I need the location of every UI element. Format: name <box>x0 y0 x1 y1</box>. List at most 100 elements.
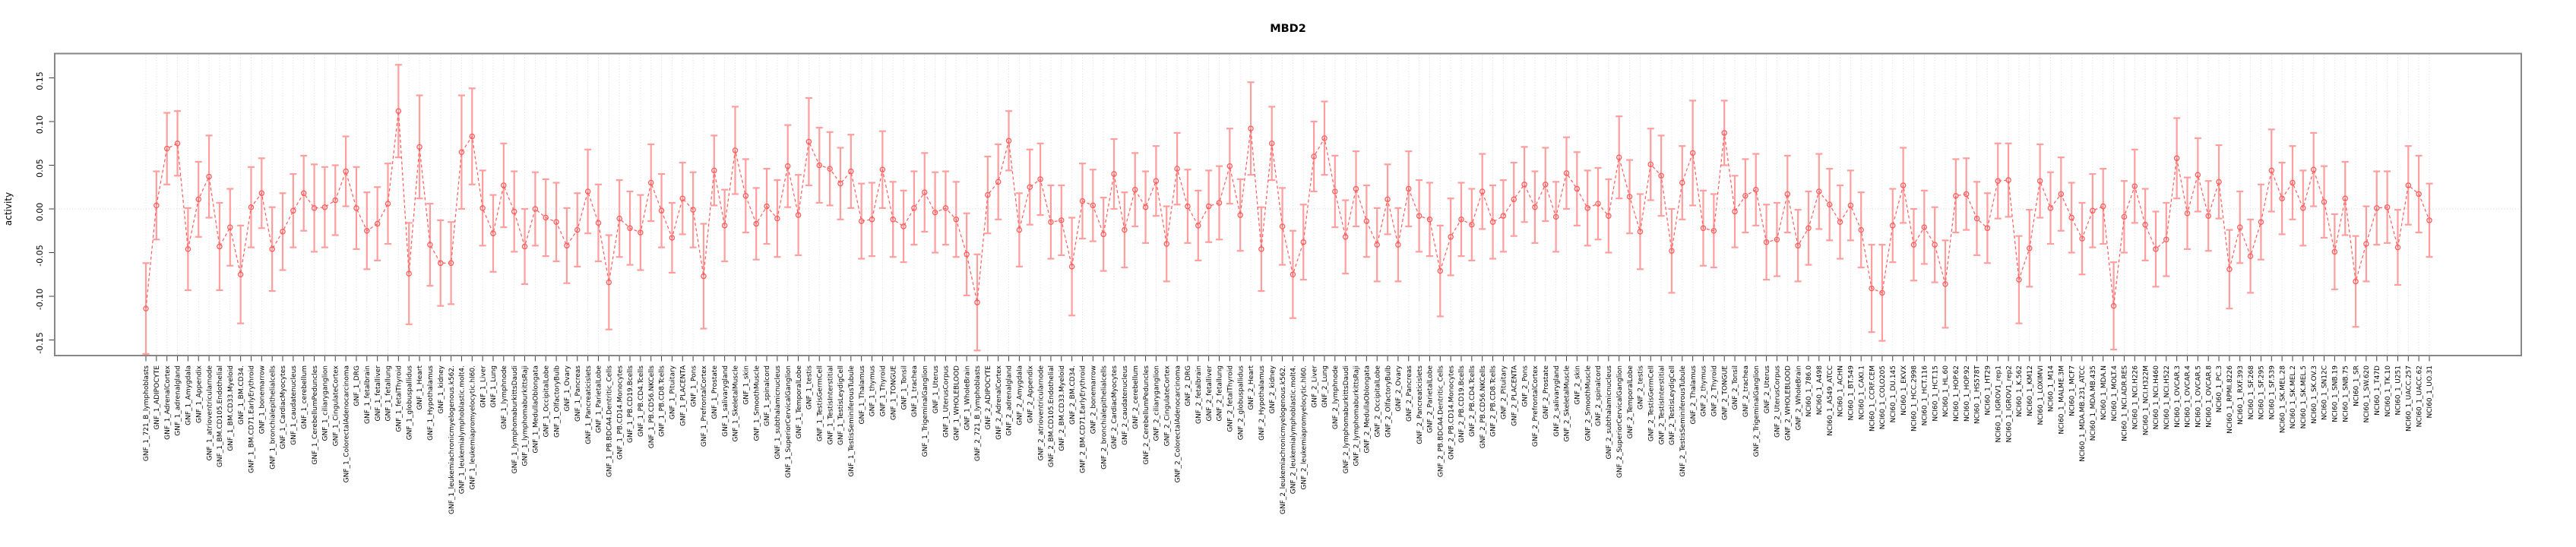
data-point <box>1216 200 1223 206</box>
data-point <box>942 205 949 211</box>
x-tick-label: GNF_1_lymphomaburkittsDaudi <box>511 365 519 473</box>
x-tick-label: GNF_2_fetalThyroid <box>1227 365 1235 432</box>
x-tick-label: GNF_1_skin <box>743 365 751 405</box>
data-point <box>1090 202 1097 209</box>
data-point <box>1910 242 1917 248</box>
data-point <box>416 144 422 150</box>
data-point <box>1448 234 1454 240</box>
data-point <box>300 190 307 197</box>
x-tick-label: NCI60_1_T47D <box>2374 365 2381 416</box>
x-tick-label: NCI60_1_SF.295 <box>2258 365 2266 419</box>
x-tick-label: GNF_1_ParietalLobe <box>596 365 603 434</box>
data-point <box>1290 271 1296 277</box>
data-point <box>2195 172 2201 178</box>
x-tick-label: GNF_1_Uterus <box>932 365 940 414</box>
x-tick-label: GNF_1_WholeBrain <box>964 365 971 430</box>
x-tick-label: NCI60_1_786.0 <box>1805 365 1813 417</box>
x-tick-label: GNF_1_OlfactoryBulb <box>553 365 561 438</box>
data-point <box>385 201 391 207</box>
x-tick-label: GNF_2_Heart <box>1248 365 1255 410</box>
x-tick-label: NCI60_1_SW.620 <box>2363 365 2371 423</box>
data-point <box>1205 203 1212 210</box>
data-point <box>1059 217 1065 223</box>
x-tick-label: NCI60_1_NCI.H226 <box>2131 365 2139 430</box>
x-tick-label: GNF_1_PrefrontalCortex <box>701 365 708 447</box>
data-point <box>143 305 149 311</box>
data-point <box>616 215 622 222</box>
data-point <box>1005 138 1012 144</box>
data-point <box>2110 302 2117 309</box>
data-point <box>2068 214 2074 221</box>
data-point <box>2027 245 2033 251</box>
x-tick-label: GNF_2_SuperiorCervicalGanglion <box>1616 365 1624 478</box>
x-tick-label: NCI60_1_UACC.62 <box>2416 365 2423 427</box>
data-point <box>395 108 402 114</box>
data-point <box>206 173 212 180</box>
data-point <box>2426 217 2432 223</box>
data-point <box>2005 177 2011 183</box>
data-point <box>280 229 286 235</box>
x-tick-label: GNF_1_CardiacMyocytes <box>280 365 287 450</box>
data-point <box>311 205 318 211</box>
x-tick-label: GNF_2_spinalcord <box>1595 365 1603 426</box>
data-point <box>2236 224 2243 230</box>
data-point <box>1131 186 1138 193</box>
x-tick-label: GNF_2_CerebellumPeduncles <box>1143 365 1150 465</box>
data-point <box>1942 281 1948 287</box>
x-tick-label: NCI60_1_A549_ATCC <box>1827 365 1834 436</box>
x-tick-label: GNF_1_BM.CD33.Myeloid <box>227 365 235 451</box>
data-point <box>837 180 843 187</box>
x-tick-label: NCI60_1_UO.31 <box>2426 365 2434 418</box>
x-tick-label: GNF_1_TrigeminalGanglion <box>922 365 929 457</box>
data-point <box>595 220 602 226</box>
data-point <box>669 235 676 241</box>
data-point <box>1406 185 1412 192</box>
data-point <box>153 202 160 209</box>
data-point <box>321 204 328 210</box>
x-tick-label: GNF_2_SkeletalMuscle <box>1564 365 1571 442</box>
data-point <box>1016 226 1023 233</box>
data-point <box>1742 192 1748 199</box>
plot-border <box>54 52 2522 356</box>
data-point <box>1752 186 1759 193</box>
x-tick-label: GNF_2_Tonsil <box>1732 365 1739 409</box>
data-point <box>911 205 917 211</box>
x-tick-label: GNF_1_MedullaOblongata <box>533 365 540 454</box>
data-point <box>858 218 865 224</box>
data-point <box>1595 201 1601 207</box>
x-tick-label: NCI60_1_NCI.H522 <box>2163 365 2171 429</box>
data-point <box>795 212 802 218</box>
data-point <box>1163 241 1169 247</box>
data-point <box>1689 150 1696 157</box>
x-tick-label: GNF_2_Amygdala <box>1017 365 1024 425</box>
data-point <box>1300 239 1307 245</box>
x-tick-label: GNF_2_AdrenalCortex <box>995 365 1003 439</box>
x-tick-label: GNF_2_TrigeminalGanglion <box>1753 365 1761 457</box>
data-point <box>679 195 685 201</box>
data-point <box>658 207 665 214</box>
data-point <box>1658 172 1664 179</box>
series-line-group <box>145 111 2430 309</box>
data-point <box>1353 185 1359 192</box>
data-point <box>2079 236 2085 242</box>
data-point <box>1795 242 1801 249</box>
x-tick-label: GNF_1_UterusCorpus <box>943 365 951 438</box>
x-tick-label: NCI60_1_SR <box>2353 365 2360 406</box>
x-tick-label: GNF_1_trachea <box>911 365 919 417</box>
data-point <box>227 224 233 230</box>
x-tick-label: GNF_2_BM.CD33.Myeloid <box>1059 365 1066 451</box>
data-point <box>490 230 496 236</box>
data-point <box>290 207 296 214</box>
data-point <box>2310 166 2317 172</box>
data-point <box>163 145 170 152</box>
x-tick-label: GNF_1_PB.CD56.NKCells <box>648 365 656 449</box>
x-tick-label: GNF_1_fetalliver <box>375 365 382 422</box>
x-tick-label: GNF_1_Appendix <box>195 365 203 423</box>
x-tick-label: GNF_2_Prostate <box>1543 365 1550 419</box>
data-point <box>2258 219 2264 225</box>
data-point <box>1521 182 1527 188</box>
x-tick-label: GNF_1_subthalamicnucleus <box>774 365 782 460</box>
x-tick-label: GNF_1_lymphnode <box>501 365 508 430</box>
x-tick-label: GNF_2_Lung <box>1321 365 1329 408</box>
y-tick-label: 0.00 <box>35 203 45 222</box>
